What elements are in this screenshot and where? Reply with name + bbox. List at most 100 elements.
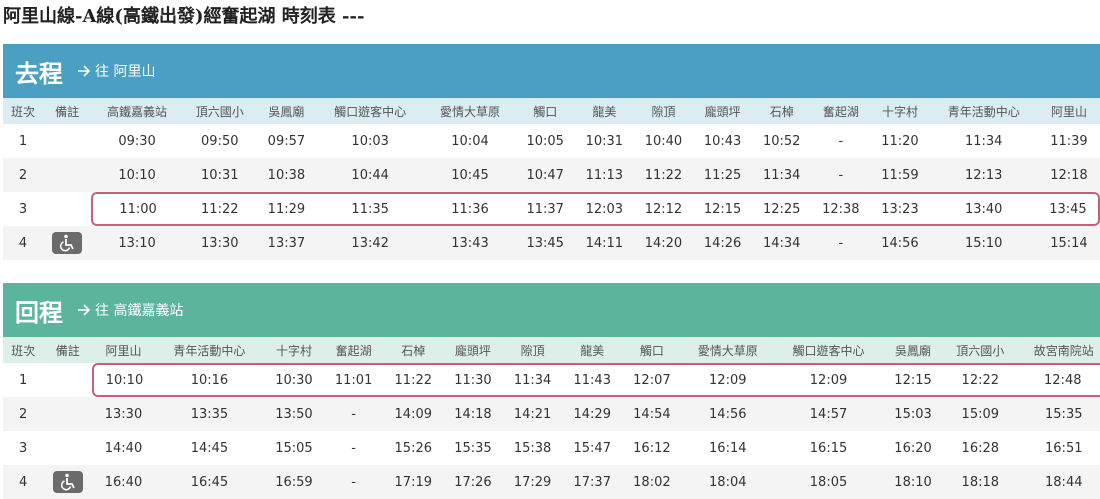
time-cell: 12:12 [633, 192, 694, 226]
time-cell: 11:00 [91, 192, 183, 226]
column-header: 頂六國小 [942, 337, 1018, 363]
time-cell: 17:19 [383, 465, 444, 499]
table-head: 班次 備註 阿里山 青年活動中心 十字村 奮起湖 石棹 龐頭坪 隙頂 龍美 觸口 愛情大草原 觸口遊客中… [3, 337, 1100, 363]
trip-row: 2 13:30 13:35 13:50-14:09 14:18 14:21 14:29 14:… [3, 397, 1100, 431]
trip-number: 1 [19, 372, 28, 388]
trip-number: 1 [18, 133, 28, 149]
table-head: 班次 備註 高鐵嘉義站 頂六國小 吳鳳廟 觸口遊客中心 愛情大草原 觸口 龍美 隙頂 龐頭坪 石棹 奮起… [3, 98, 1100, 124]
time-cell: 16:45 [154, 465, 265, 499]
remark-cell [43, 397, 93, 431]
trip-row: 2 10:10 10:31 10:38 10:44 10:45 10:47 11:13 11:2… [3, 158, 1100, 192]
time-cell: 11:01 [323, 363, 384, 397]
time-cell: 11:22 [182, 192, 257, 226]
header-row: 班次 備註 阿里山 青年活動中心 十字村 奮起湖 石棹 龐頭坪 隙頂 龍美 觸口 愛情大草原 觸口遊客中… [3, 337, 1100, 363]
time-cell: 11:22 [383, 363, 444, 397]
time-cell: 15:35 [1017, 397, 1100, 431]
column-header: 龍美 [574, 98, 634, 124]
time-cell: 14:45 [190, 440, 229, 456]
time-cell: 15:38 [513, 440, 552, 456]
time-cell: 15:35 [454, 440, 492, 456]
trip-row: 1 09:30 09:50 09:57 10:03 10:04 10:05 10:31 10:4… [3, 124, 1100, 158]
time-cell: 12:07 [622, 363, 682, 397]
trip-row: 3 11:00 11:22 11:29 11:35 11:36 11:37 12:03 12:1… [3, 192, 1100, 226]
column-header: 備註 [42, 98, 92, 124]
time-cell: 17:26 [443, 465, 503, 499]
time-cell: 10:04 [451, 133, 489, 149]
time-cell: 09:30 [118, 133, 156, 149]
column-header: 觸口 [515, 98, 575, 124]
time-cell: 11:39 [1050, 133, 1088, 149]
time-cell: 14:54 [622, 397, 682, 431]
time-cell: 10:43 [703, 133, 742, 149]
time-cell: 15:10 [929, 226, 1038, 260]
time-cell: 14:56 [870, 226, 930, 260]
time-cell: 10:10 [91, 158, 183, 192]
time-cell: 11:29 [256, 192, 316, 226]
time-cell: 10:44 [315, 158, 425, 192]
time-cell: - [811, 158, 871, 192]
timetable: 班次 備註 阿里山 青年活動中心 十字村 奮起湖 石棹 龐頭坪 隙頂 龍美 觸口 愛情大草原 觸口遊客中… [3, 337, 1100, 499]
trip-row: 1 10:10 10:16 10:30 11:01 11:22 11:30 11:34 11:4… [3, 363, 1100, 397]
column-header: 吳鳳廟 [256, 98, 316, 124]
time-cell: 10:31 [585, 133, 624, 149]
time-cell: 16:12 [633, 440, 671, 456]
time-cell: 11:43 [562, 363, 623, 397]
time-cell: 14:11 [574, 226, 634, 260]
time-cell: 17:29 [502, 465, 563, 499]
time-cell: 14:18 [443, 397, 503, 431]
column-header: 青年活動中心 [929, 98, 1038, 124]
column-header: 石棹 [752, 98, 812, 124]
trip-number: 2 [3, 158, 43, 192]
column-header: 班次 [3, 98, 43, 124]
time-cell: 11:13 [574, 158, 634, 192]
time-cell: 15:05 [275, 440, 313, 456]
trip-row: 4 16:40 16:45 16:59-17:19 17:26 17:29 17:37 18:… [3, 465, 1100, 499]
time-cell: 12:48 [1017, 363, 1100, 397]
time-cell: 18:05 [773, 465, 884, 499]
trip-number: 3 [18, 201, 28, 217]
trip-number: 2 [3, 397, 44, 431]
time-cell: 13:50 [264, 397, 324, 431]
column-header: 阿里山 [92, 337, 155, 363]
column-header: 龍美 [562, 337, 623, 363]
return-section: 回程 往 高鐵嘉義站 班次 備註 阿里山 青年活動中心 十字村 奮起湖 石棹 龐頭坪 隙頂 龍美 觸口愛… [3, 283, 1100, 499]
time-cell: 15:14 [1037, 226, 1100, 260]
time-cell: 12:09 [681, 363, 774, 397]
arrow-icon [78, 65, 91, 77]
trip-number: 4 [3, 226, 43, 260]
time-cell: 10:30 [264, 363, 324, 397]
time-cell: 13:30 [92, 397, 155, 431]
remark-cell [42, 226, 92, 260]
time-cell: 11:37 [515, 192, 575, 226]
time-cell: 12:15 [693, 192, 753, 226]
time-cell: 18:18 [942, 465, 1018, 499]
column-header: 觸口遊客中心 [773, 337, 884, 363]
time-cell: 11:22 [633, 158, 694, 192]
time-cell: 16:15 [809, 440, 848, 456]
remark-cell [43, 431, 92, 465]
trip-number: 4 [3, 465, 44, 499]
time-cell: 11:34 [964, 133, 1003, 149]
time-cell: 16:40 [92, 465, 155, 499]
column-header: 班次 [3, 337, 44, 363]
time-cell: 17:37 [562, 465, 623, 499]
time-cell: 18:02 [622, 465, 682, 499]
time-cell: 11:35 [315, 192, 425, 226]
section-header: 去程 往 阿里山 [3, 44, 1100, 98]
outbound-section: 去程 往 阿里山 班次 備註 高鐵嘉義站 頂六國小 吳鳳廟 觸口遊客中心 愛情大草原 觸口 龍美 隙頂… [3, 44, 1100, 260]
timetable: 班次 備註 高鐵嘉義站 頂六國小 吳鳳廟 觸口遊客中心 愛情大草原 觸口 龍美 隙頂 龐頭坪 石棹 奮起… [3, 98, 1100, 260]
time-cell: 10:40 [644, 133, 683, 149]
column-header: 觸口 [622, 337, 682, 363]
time-cell: 18:44 [1017, 465, 1100, 499]
table-body: 1 09:30 09:50 09:57 10:03 10:04 10:05 10:31 10:4… [3, 124, 1100, 260]
time-cell: 14:21 [502, 397, 563, 431]
time-cell: 13:35 [154, 397, 265, 431]
time-cell: - [351, 440, 356, 456]
time-cell: - [323, 397, 384, 431]
section-direction: 往 阿里山 [95, 64, 156, 80]
time-cell: 13:23 [870, 192, 930, 226]
column-header: 隙頂 [502, 337, 563, 363]
column-header: 龐頭坪 [693, 98, 753, 124]
